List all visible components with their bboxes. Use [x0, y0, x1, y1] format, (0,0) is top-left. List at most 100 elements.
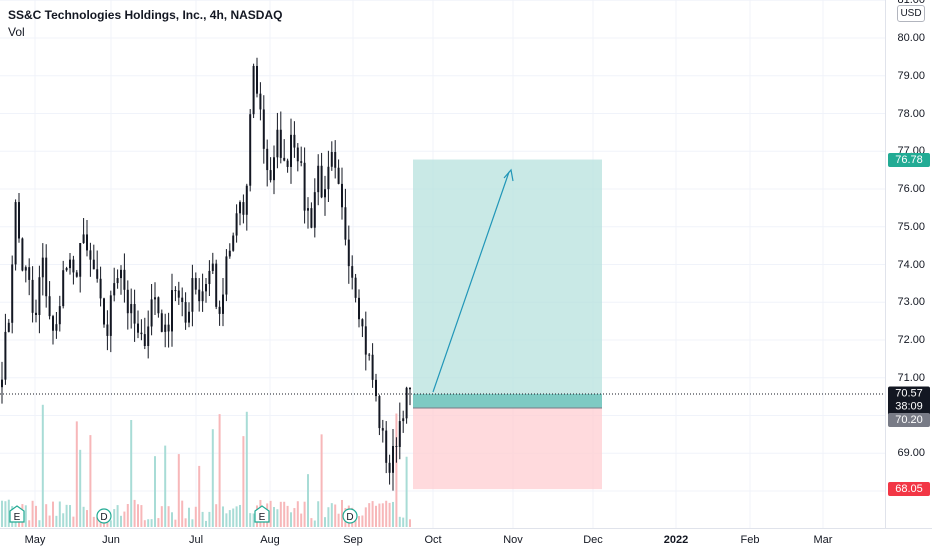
candle-body — [164, 324, 167, 332]
candle-body — [208, 270, 211, 285]
volume-bar — [276, 509, 279, 527]
volume-bar — [405, 456, 408, 527]
volume-bar — [375, 505, 377, 527]
time-tick: Jun — [102, 534, 120, 546]
currency-badge[interactable]: USD — [897, 5, 925, 22]
candle-body — [358, 297, 360, 320]
candle-body — [174, 290, 177, 292]
volume-bar — [395, 413, 398, 527]
volume-bar — [205, 520, 207, 527]
volume-bar — [113, 509, 116, 527]
candle-body — [7, 322, 10, 332]
volume-bar — [198, 465, 201, 527]
price-tick: 74.00 — [897, 258, 925, 271]
time-tick: Mar — [813, 534, 833, 546]
open-pnl-zone — [413, 393, 602, 408]
volume-bar — [354, 520, 357, 527]
candle-body — [86, 234, 88, 251]
candle-body — [75, 272, 78, 277]
candle-body — [184, 302, 187, 323]
dividend-marker-label: D — [100, 512, 107, 523]
candle-body — [205, 284, 207, 292]
candle-body — [296, 147, 299, 162]
candle-body — [120, 269, 122, 279]
volume-bar — [286, 505, 289, 527]
volume-bar — [1, 500, 3, 527]
time-tick: Nov — [503, 534, 523, 546]
volume-bar — [48, 515, 51, 527]
candle-body — [392, 445, 394, 473]
candle-body — [279, 129, 282, 158]
volume-bar — [324, 517, 326, 527]
volume-bar — [239, 504, 241, 527]
candle-body — [1, 379, 3, 388]
volume-bar — [133, 499, 136, 527]
price-scale[interactable]: 81.00 80.00 79.00 78.00 77.00 76.00 75.00 74.00… — [885, 0, 932, 528]
last-price-value: 70.57 — [895, 387, 923, 400]
candle-body — [222, 294, 224, 314]
volume-bar — [65, 504, 68, 527]
candle-body — [262, 109, 265, 149]
time-tick: Dec — [583, 534, 603, 546]
candle-body — [133, 304, 136, 324]
volume-legend[interactable]: Vol — [8, 25, 25, 39]
volume-bar — [358, 516, 360, 527]
volume-bar — [222, 506, 224, 527]
candle-body — [167, 324, 170, 332]
volume-bar — [371, 501, 374, 527]
volume-bar — [334, 504, 337, 527]
candle-body — [109, 295, 112, 336]
volume-bar — [58, 501, 61, 527]
candle-body — [96, 269, 99, 279]
volume-bar — [317, 501, 320, 527]
volume-bar — [86, 510, 88, 527]
candle-body — [38, 277, 41, 315]
volume-bar — [62, 513, 65, 527]
volume-bar — [303, 501, 306, 527]
candle-body — [228, 250, 231, 257]
volume-bar — [150, 519, 153, 527]
candle-body — [14, 202, 17, 265]
candle-body — [126, 289, 129, 314]
candle-body — [385, 430, 388, 463]
candle-body — [290, 134, 292, 167]
price-tick: 79.00 — [897, 69, 925, 82]
candle-body — [79, 243, 82, 277]
volume-bar — [116, 505, 119, 527]
candle-body — [82, 234, 85, 244]
candle-body — [177, 290, 180, 298]
volume-bar — [402, 517, 405, 527]
volume-bar — [157, 518, 160, 527]
candle-body — [310, 208, 313, 228]
candle-body — [364, 326, 367, 355]
candle-body — [92, 259, 95, 270]
candle-body — [140, 332, 143, 335]
candle-body — [194, 278, 197, 290]
candle-body — [21, 238, 24, 271]
volume-bar — [388, 502, 391, 527]
candle-body — [381, 428, 384, 431]
candle-body — [198, 289, 201, 302]
time-tick: Feb — [740, 534, 760, 546]
dividend-marker — [342, 508, 358, 524]
time-tick: May — [24, 534, 46, 546]
time-scale[interactable]: May Jun Jul Aug Sep Oct Nov Dec 2022 Feb Mar — [0, 528, 932, 551]
target-zone — [413, 159, 602, 408]
candle-body — [402, 418, 405, 422]
candle-body — [211, 263, 214, 271]
volume-bar — [378, 503, 381, 527]
volume-bar — [218, 414, 221, 527]
candle-body — [344, 207, 347, 240]
volume-bar — [171, 512, 173, 527]
candle-body — [106, 324, 109, 336]
candle-body — [154, 297, 156, 300]
symbol-title[interactable]: SS&C Technologies Holdings, Inc., 4h, NA… — [8, 8, 283, 22]
candle-body — [69, 259, 71, 269]
volume-bar — [174, 519, 177, 527]
candle-body — [123, 269, 126, 290]
volume-bar — [123, 511, 126, 527]
candle-body — [286, 160, 289, 167]
